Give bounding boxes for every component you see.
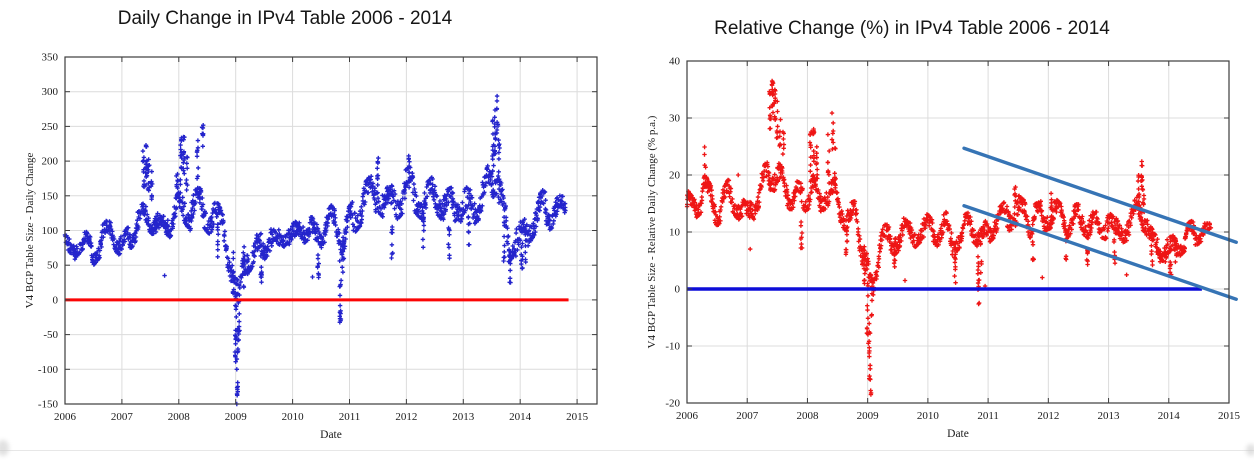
svg-text:2011: 2011 — [339, 411, 361, 423]
svg-text:2007: 2007 — [736, 410, 759, 422]
svg-text:40: 40 — [669, 56, 681, 68]
svg-text:150: 150 — [42, 190, 59, 202]
svg-text:2013: 2013 — [1098, 410, 1121, 422]
daily-change-plot: 2006 2007 2008 2009 2010 2011 2012 2013 2014 2015… — [24, 52, 598, 441]
svg-text:20: 20 — [669, 170, 681, 182]
chart-relative-change: Relative Change (%) in IPv4 Table 2006 -… — [627, 0, 1254, 462]
svg-text:-20: -20 — [665, 398, 680, 410]
grid-layer — [687, 61, 1229, 403]
axis-ticks — [686, 60, 1230, 404]
page-shadow-left — [0, 440, 9, 456]
svg-text:350: 350 — [42, 52, 59, 64]
page-shadow-right — [1246, 444, 1254, 456]
svg-text:100: 100 — [42, 225, 59, 237]
svg-text:2008: 2008 — [168, 411, 191, 423]
svg-text:300: 300 — [42, 86, 59, 98]
x-axis-label: Date — [947, 428, 969, 440]
page-edge-line — [0, 450, 1254, 451]
svg-text:2012: 2012 — [395, 411, 417, 423]
svg-text:2006: 2006 — [54, 411, 77, 423]
svg-text:-100: -100 — [38, 364, 59, 376]
scatter-points — [62, 93, 568, 407]
scatter-points — [684, 78, 1214, 397]
svg-text:2015: 2015 — [566, 411, 589, 423]
svg-text:50: 50 — [47, 260, 59, 272]
trend-line — [962, 146, 1238, 244]
y-axis-label: V4 BGP Table Size - Daily Change — [24, 153, 36, 309]
chart-title-relative-change: Relative Change (%) in IPv4 Table 2006 -… — [714, 18, 1110, 39]
svg-text:-150: -150 — [38, 399, 59, 411]
svg-text:30: 30 — [669, 113, 681, 125]
relative-change-plot: 2006 2007 2008 2009 2010 2011 2012 2013 2014 2015… — [646, 56, 1241, 441]
chart-daily-change: Daily Change in IPv4 Table 2006 - 2014 2… — [24, 8, 598, 441]
y-axis-label: V4 BGP Table Size - Relative Daily Chang… — [646, 115, 658, 348]
svg-text:2010: 2010 — [917, 410, 940, 422]
tick-labels: 2006 2007 2008 2009 2010 2011 2012 2013 2014 2015… — [38, 52, 589, 424]
svg-text:2010: 2010 — [282, 411, 305, 423]
svg-text:2006: 2006 — [676, 410, 699, 422]
svg-text:2008: 2008 — [796, 410, 819, 422]
svg-text:-10: -10 — [665, 341, 680, 353]
svg-text:2011: 2011 — [977, 410, 999, 422]
x-axis-label: Date — [320, 429, 342, 441]
svg-text:2015: 2015 — [1218, 410, 1241, 422]
svg-text:2009: 2009 — [857, 410, 880, 422]
svg-text:200: 200 — [42, 156, 59, 168]
axis-ticks — [64, 56, 597, 405]
chart-title-daily-change: Daily Change in IPv4 Table 2006 - 2014 — [117, 8, 453, 29]
tick-labels: 2006 2007 2008 2009 2010 2011 2012 2013 2014 2015… — [665, 56, 1240, 423]
trend-line — [962, 204, 1238, 301]
svg-text:2007: 2007 — [111, 411, 134, 423]
svg-text:250: 250 — [42, 121, 59, 133]
grid-layer — [65, 57, 597, 404]
svg-text:2014: 2014 — [1158, 410, 1181, 422]
svg-text:2009: 2009 — [225, 411, 248, 423]
svg-text:10: 10 — [669, 227, 681, 239]
svg-text:2014: 2014 — [509, 411, 532, 423]
svg-text:-50: -50 — [43, 329, 58, 341]
svg-text:0: 0 — [675, 284, 681, 296]
svg-text:2012: 2012 — [1037, 410, 1059, 422]
svg-text:0: 0 — [53, 294, 59, 306]
svg-text:2013: 2013 — [452, 411, 475, 423]
